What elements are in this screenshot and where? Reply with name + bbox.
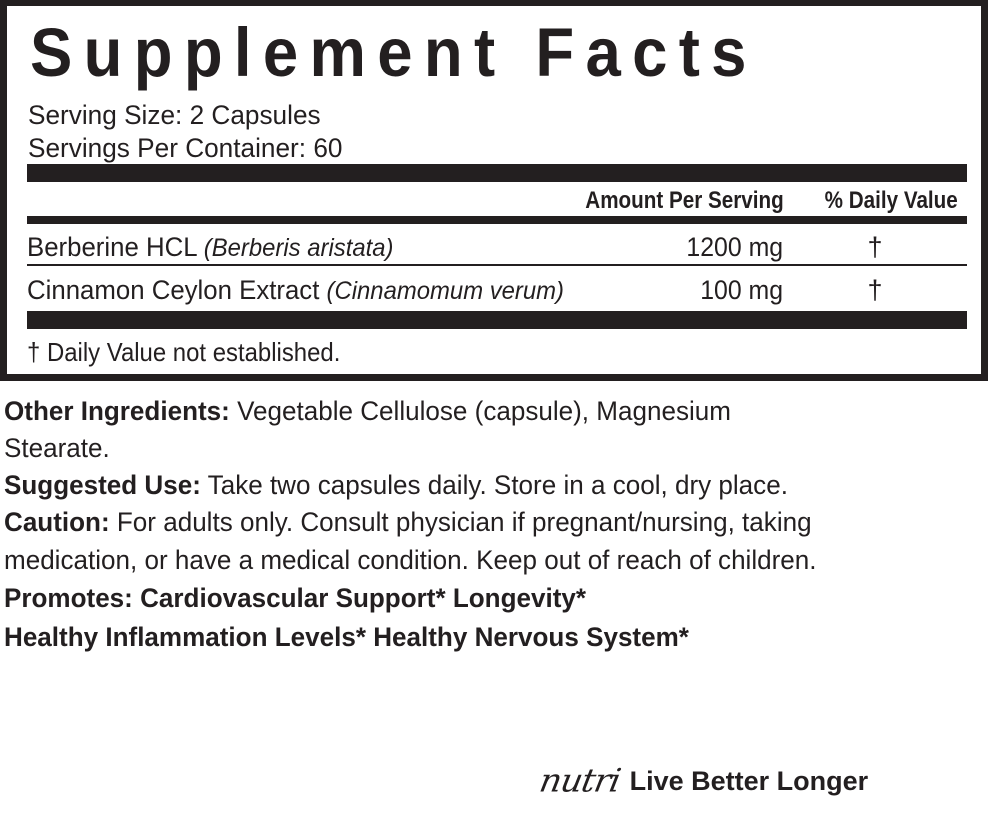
suggested-use: Suggested Use: Take two capsules daily. … <box>4 467 788 504</box>
panel-title: Supplement Facts <box>30 14 758 91</box>
ingredient-amount: 100 mg <box>700 275 783 305</box>
suggested-use-label: Suggested Use: <box>4 470 201 500</box>
caution-label: Caution: <box>4 507 110 537</box>
ingredient-name: Berberine HCL (Berberis aristata) <box>27 232 393 263</box>
column-header-daily-value: % Daily Value <box>824 187 958 214</box>
suggested-use-text: Take two capsules daily. Store in a cool… <box>200 470 788 500</box>
ingredient-amount: 1200 mg <box>686 232 783 262</box>
brand-logo: nutri <box>536 762 624 800</box>
caution-text: For adults only. Consult physician if pr… <box>109 507 812 537</box>
supplement-facts-panel: Supplement Facts Serving Size: 2 Capsule… <box>0 0 988 381</box>
ingredient-common-name: Berberine HCL <box>27 232 204 262</box>
servings-per-container: Servings Per Container: 60 <box>28 133 343 163</box>
other-ingredients-text: Vegetable Cellulose (capsule), Magnesium <box>229 396 731 426</box>
serving-size: Serving Size: 2 Capsules <box>28 100 321 130</box>
header-divider <box>27 216 967 224</box>
ingredient-common-name: Cinnamon Ceylon Extract <box>27 275 327 305</box>
other-ingredients-continued: Stearate. <box>4 433 110 463</box>
ingredient-daily-value: † <box>867 232 883 262</box>
other-ingredients: Other Ingredients: Vegetable Cellulose (… <box>4 393 731 430</box>
thick-divider-top <box>27 164 967 182</box>
caution: Caution: For adults only. Consult physic… <box>4 504 812 541</box>
ingredient-name: Cinnamon Ceylon Extract (Cinnamomum veru… <box>27 275 564 306</box>
ingredient-daily-value: † <box>867 275 883 305</box>
row-divider <box>27 264 967 266</box>
promotes-line-1: Promotes: Cardiovascular Support* Longev… <box>4 583 587 613</box>
other-ingredients-label: Other Ingredients: <box>4 396 230 426</box>
daily-value-footnote: † Daily Value not established. <box>27 337 341 367</box>
ingredient-latin-name: (Berberis aristata) <box>203 234 394 262</box>
brand-tagline: Live Better Longer <box>629 766 869 796</box>
column-header-amount: Amount Per Serving <box>585 187 784 214</box>
ingredient-latin-name: (Cinnamomum verum) <box>326 277 565 305</box>
thick-divider-bottom <box>27 311 967 329</box>
brand-signature: nutri Live Better Longer <box>536 757 869 805</box>
promotes-line-2: Healthy Inflammation Levels* Healthy Ner… <box>4 622 689 652</box>
caution-continued: medication, or have a medical condition.… <box>4 545 817 575</box>
